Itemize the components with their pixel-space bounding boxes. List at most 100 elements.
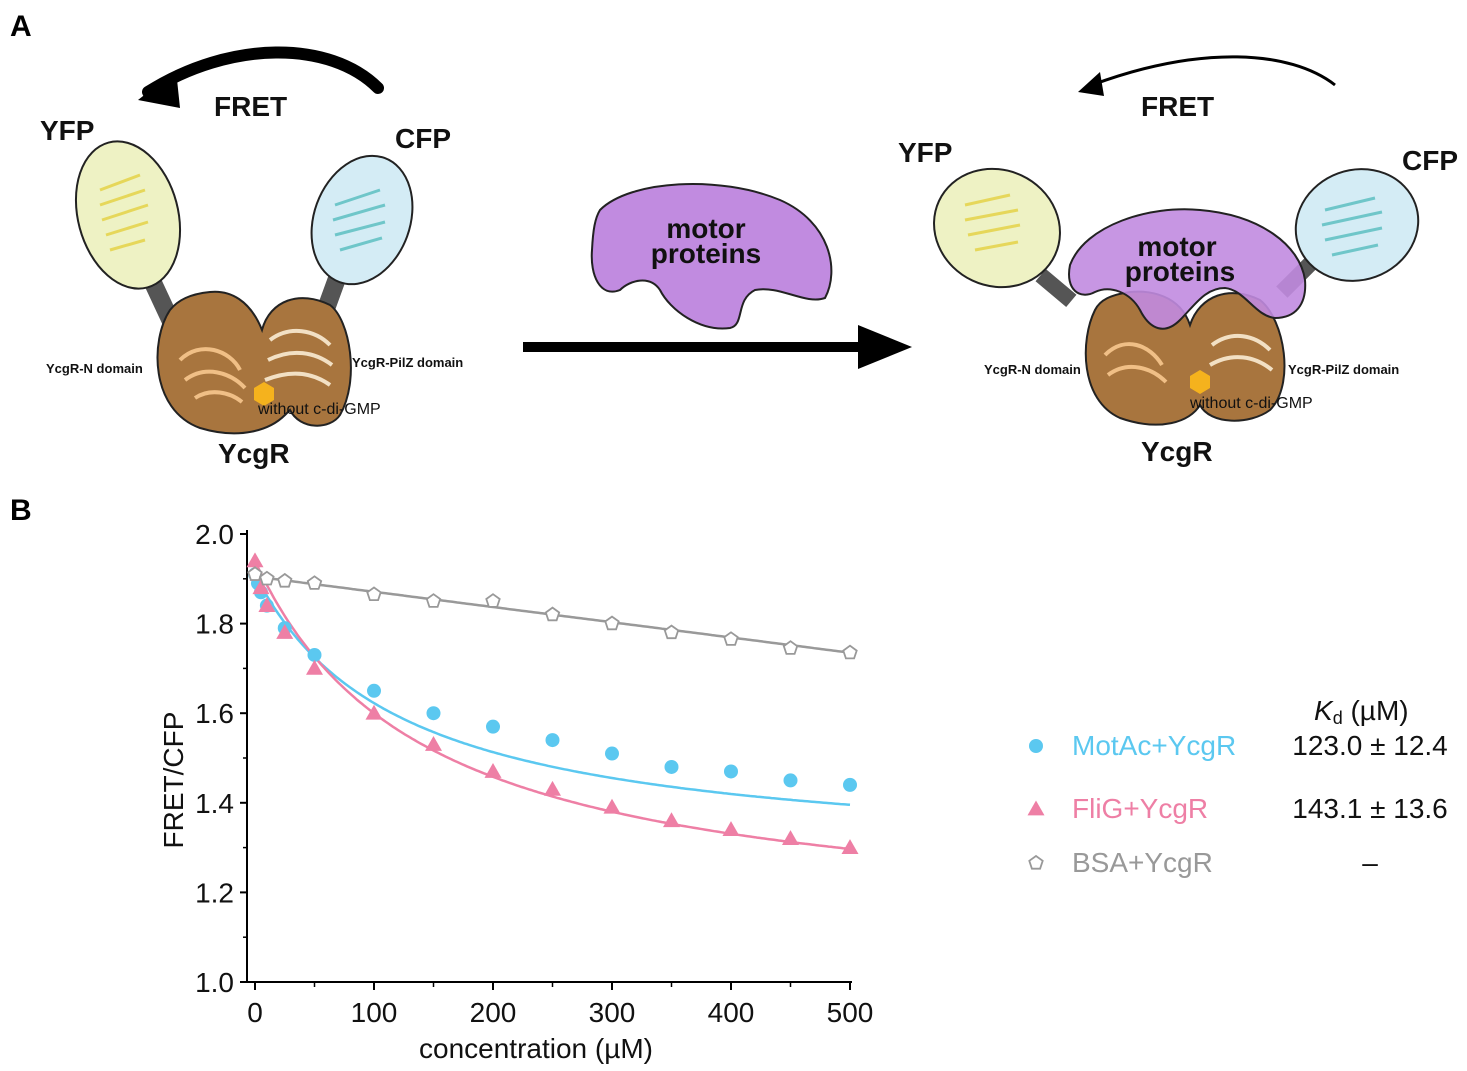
legend: Kd (µM) MotAc+YcgR 123.0 ± 12.4 FliG+YcgR 1… <box>1027 695 1448 878</box>
y-axis-title: FRET/CFP <box>158 712 189 849</box>
kd-header-k: K <box>1314 695 1334 726</box>
reaction-arrowhead <box>858 325 912 369</box>
data-point <box>782 830 799 846</box>
data-point <box>258 597 276 613</box>
data-point <box>425 593 442 608</box>
legend-rows: MotAc+YcgR 123.0 ± 12.4 FliG+YcgR 143.1 ± 1… <box>1027 730 1448 878</box>
right-bound-state: FRET YFP CFP motor proteins <box>898 55 1458 467</box>
x-tick-label: 500 <box>827 997 874 1028</box>
panel-b: B 1.0 1.2 1.4 1.6 1.8 2.0 0 100 200 300 400 500 FR… <box>10 494 1448 1064</box>
motor-label-right-line2: proteins <box>1125 256 1235 287</box>
data-point <box>367 683 381 698</box>
yfp-label-left: YFP <box>40 115 94 146</box>
data-point <box>544 780 561 796</box>
data-point <box>366 586 382 601</box>
x-tick-label: 100 <box>351 997 398 1028</box>
data-point <box>425 736 442 751</box>
yfp-barrel-icon <box>99 173 149 252</box>
reaction-arrow-shaft <box>523 342 863 352</box>
x-tick-label: 200 <box>470 997 517 1028</box>
yfp-label-right: YFP <box>898 137 952 168</box>
data-point <box>723 631 739 646</box>
kd-header-unit: (µM) <box>1343 695 1409 726</box>
ycgr-body-left <box>156 290 352 435</box>
data-point <box>724 764 738 779</box>
data-point <box>485 593 501 608</box>
data-point <box>247 566 263 581</box>
data-point <box>603 798 621 814</box>
yfp-linker-right <box>1035 269 1077 307</box>
data-point <box>604 615 620 631</box>
c-di-gmp-site-icon <box>254 382 274 406</box>
data-point <box>783 773 798 788</box>
x-axis-title: concentration (µM) <box>419 1033 653 1064</box>
fret-label-left: FRET <box>214 91 287 122</box>
motor-proteins-shape <box>590 183 833 330</box>
data-point <box>426 706 441 721</box>
c-di-gmp-site-icon-right <box>1190 370 1210 394</box>
data-point <box>663 812 680 828</box>
panel-a: A FRET YFP CFP <box>10 10 1458 469</box>
x-tick-label: 0 <box>247 997 263 1028</box>
legend-marker <box>1027 800 1045 816</box>
data-point <box>365 704 383 720</box>
y-tick-label: 1.6 <box>195 698 234 729</box>
kd-header-sub: d <box>1333 708 1343 728</box>
cfp-barrel-icon-right <box>1321 196 1383 257</box>
data-point <box>842 644 858 660</box>
motor-label-line1: motor <box>666 213 745 244</box>
data-point <box>306 659 323 675</box>
kd-value: 143.1 ± 13.6 <box>1292 793 1448 824</box>
pilz-domain-label-left: YcgR-PilZ domain <box>352 355 463 370</box>
motor-label-right-line1: motor <box>1137 231 1216 262</box>
data-point <box>276 624 294 639</box>
pilz-domain-label-right: YcgR-PilZ domain <box>1288 362 1399 377</box>
legend-label: MotAc+YcgR <box>1072 730 1236 761</box>
binding-chart: 1.0 1.2 1.4 1.6 1.8 2.0 0 100 200 300 400 500 FRET… <box>158 519 873 1064</box>
n-domain-cartoon-icon <box>178 347 247 404</box>
cfp-ellipse-right <box>1294 168 1420 282</box>
data-point <box>782 640 799 655</box>
fret-arrowhead-left <box>138 70 180 108</box>
data-point <box>484 762 502 778</box>
y-tick-label: 1.4 <box>195 788 234 819</box>
data-point <box>663 624 680 640</box>
fit-curve <box>253 560 851 851</box>
data-point <box>259 570 275 586</box>
fret-arrowhead-right <box>1078 72 1104 96</box>
data-point <box>841 839 859 854</box>
x-tick-label: 300 <box>589 997 636 1028</box>
fret-arrow-right <box>1091 55 1336 87</box>
kd-value: – <box>1362 847 1378 878</box>
motor-label-line2: proteins <box>651 238 761 269</box>
x-tick-label: 400 <box>708 997 755 1028</box>
legend-marker <box>1029 739 1043 753</box>
middle-motor-proteins: motor proteins <box>523 183 912 369</box>
fit-curves <box>253 560 851 851</box>
pilz-domain-cartoon-icon <box>264 328 334 387</box>
motor-proteins-bound-shape <box>1068 208 1307 330</box>
kd-value: 123.0 ± 12.4 <box>1292 730 1448 761</box>
ligand-note-left: without c-di-GMP <box>257 401 381 418</box>
data-point <box>486 719 500 734</box>
cfp-label-left: CFP <box>395 123 451 154</box>
data-point <box>544 606 561 622</box>
data-point <box>246 552 264 568</box>
data-point <box>277 572 293 588</box>
data-point <box>307 647 322 662</box>
data-point <box>605 746 619 761</box>
y-ticks: 1.0 1.2 1.4 1.6 1.8 2.0 <box>195 519 247 998</box>
cfp-label-right: CFP <box>1402 145 1458 176</box>
data-point <box>664 759 679 774</box>
panel-a-letter: A <box>10 10 32 43</box>
legend-label: FliG+YcgR <box>1072 793 1208 824</box>
ligand-note-right: without c-di-GMP <box>1189 395 1313 412</box>
legend-label: BSA+YcgR <box>1072 847 1213 878</box>
data-point <box>252 579 270 595</box>
fret-arrow-left <box>142 46 384 98</box>
y-tick-label: 1.0 <box>195 967 234 998</box>
panel-b-letter: B <box>10 494 32 527</box>
y-tick-label: 1.2 <box>195 877 234 908</box>
kd-header: Kd (µM) <box>1314 695 1409 728</box>
